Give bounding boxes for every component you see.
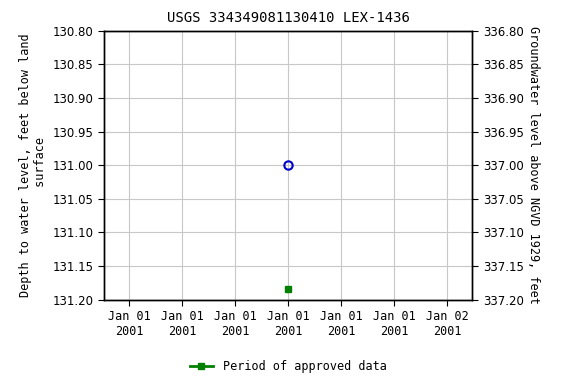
Title: USGS 334349081130410 LEX-1436: USGS 334349081130410 LEX-1436 [166, 12, 410, 25]
Legend: Period of approved data: Period of approved data [185, 356, 391, 378]
Y-axis label: Groundwater level above NGVD 1929, feet: Groundwater level above NGVD 1929, feet [527, 26, 540, 304]
Y-axis label: Depth to water level, feet below land
 surface: Depth to water level, feet below land su… [18, 33, 47, 297]
